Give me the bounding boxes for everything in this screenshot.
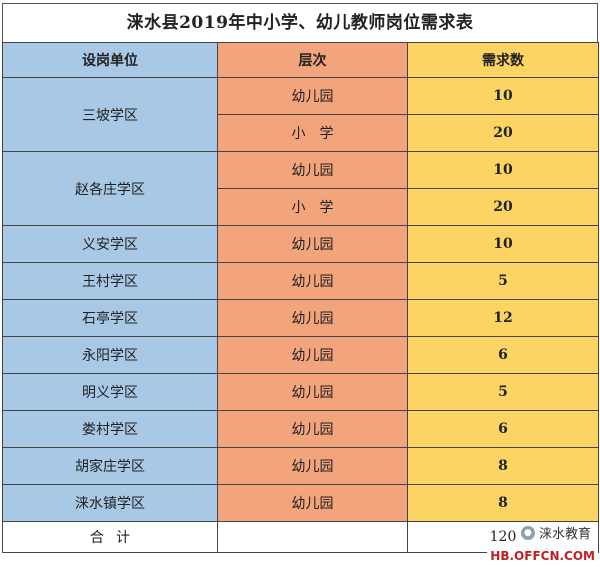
unit-cell: 赵各庄学区: [2, 151, 218, 226]
level-cell: 幼儿园: [217, 225, 408, 263]
unit-cell: 胡家庄学区: [2, 447, 218, 485]
table-row: 胡家庄学区 幼儿园 8: [2, 447, 599, 485]
table-row: 三坡学区 幼儿园 10: [2, 77, 599, 152]
total-label: 合计: [2, 521, 218, 553]
demand-cell: 5: [407, 373, 599, 411]
unit-cell: 义安学区: [2, 225, 218, 263]
level-cell: 幼儿园: [217, 262, 408, 300]
table-row: 义安学区 幼儿园 10: [2, 225, 599, 263]
unit-cell: 石亭学区: [2, 299, 218, 337]
demand-cell: 20: [407, 188, 599, 226]
level-cell: 小 学: [217, 114, 408, 152]
header-demand: 需求数: [407, 42, 599, 78]
level-cell: 幼儿园: [217, 299, 408, 337]
demand-cell: 6: [407, 336, 599, 374]
unit-cell: 明义学区: [2, 373, 218, 411]
level-cell: 幼儿园: [217, 151, 408, 189]
level-cell: 幼儿园: [217, 373, 408, 411]
unit-cell: 三坡学区: [2, 77, 218, 152]
table-header-row: 设岗单位 层次 需求数: [2, 42, 599, 78]
site-watermark: HB.OFFCN.COM: [487, 548, 598, 564]
table-row: 娄村学区 幼儿园 6: [2, 410, 599, 448]
unit-cell: 涞水镇学区: [2, 484, 218, 522]
level-cell: 小 学: [217, 188, 408, 226]
demand-cell: 8: [407, 484, 599, 522]
level-cell: 幼儿园: [217, 447, 408, 485]
demand-cell: 20: [407, 114, 599, 152]
header-unit: 设岗单位: [2, 42, 218, 78]
demand-cell: 6: [407, 410, 599, 448]
level-cell: 幼儿园: [217, 77, 408, 115]
wechat-icon: ●: [520, 525, 535, 540]
table-row: 小 学 20: [3, 188, 599, 226]
level-cell: 幼儿园: [217, 484, 408, 522]
total-level-cell: [217, 521, 408, 553]
level-cell: 幼儿园: [217, 410, 408, 448]
demand-cell: 5: [407, 262, 599, 300]
table-row: 赵各庄学区 幼儿园 10: [2, 151, 599, 226]
unit-cell: 王村学区: [2, 262, 218, 300]
total-row: 合计 120: [2, 521, 599, 553]
table-title: 涞水县2019年中小学、幼儿教师岗位需求表: [2, 3, 598, 42]
demand-cell: 8: [407, 447, 599, 485]
watermark-text: 涞水教育: [538, 527, 591, 542]
watermark: ● 涞水教育: [517, 522, 594, 543]
demand-cell: 10: [407, 77, 599, 115]
table-row: 明义学区 幼儿园 5: [2, 373, 599, 411]
table-row: 王村学区 幼儿园 5: [2, 262, 599, 300]
unit-cell: 永阳学区: [2, 336, 218, 374]
table-row: 永阳学区 幼儿园 6: [2, 336, 599, 374]
demand-table: 设岗单位 层次 需求数 三坡学区 幼儿园 10 小 学 20 赵各庄学区 幼儿园…: [2, 42, 599, 553]
header-level: 层次: [217, 42, 408, 78]
table-row: 涞水镇学区 幼儿园 8: [2, 484, 599, 522]
demand-cell: 12: [407, 299, 599, 337]
table-row: 石亭学区 幼儿园 12: [2, 299, 599, 337]
table-row: 小 学 20: [3, 114, 599, 152]
level-cell: 幼儿园: [217, 336, 408, 374]
unit-cell: 娄村学区: [2, 410, 218, 448]
document-page: 涞水县2019年中小学、幼儿教师岗位需求表 设岗单位 层次 需求数 三坡学区 幼…: [2, 3, 599, 553]
demand-cell: 10: [407, 151, 599, 189]
demand-cell: 10: [407, 225, 599, 263]
